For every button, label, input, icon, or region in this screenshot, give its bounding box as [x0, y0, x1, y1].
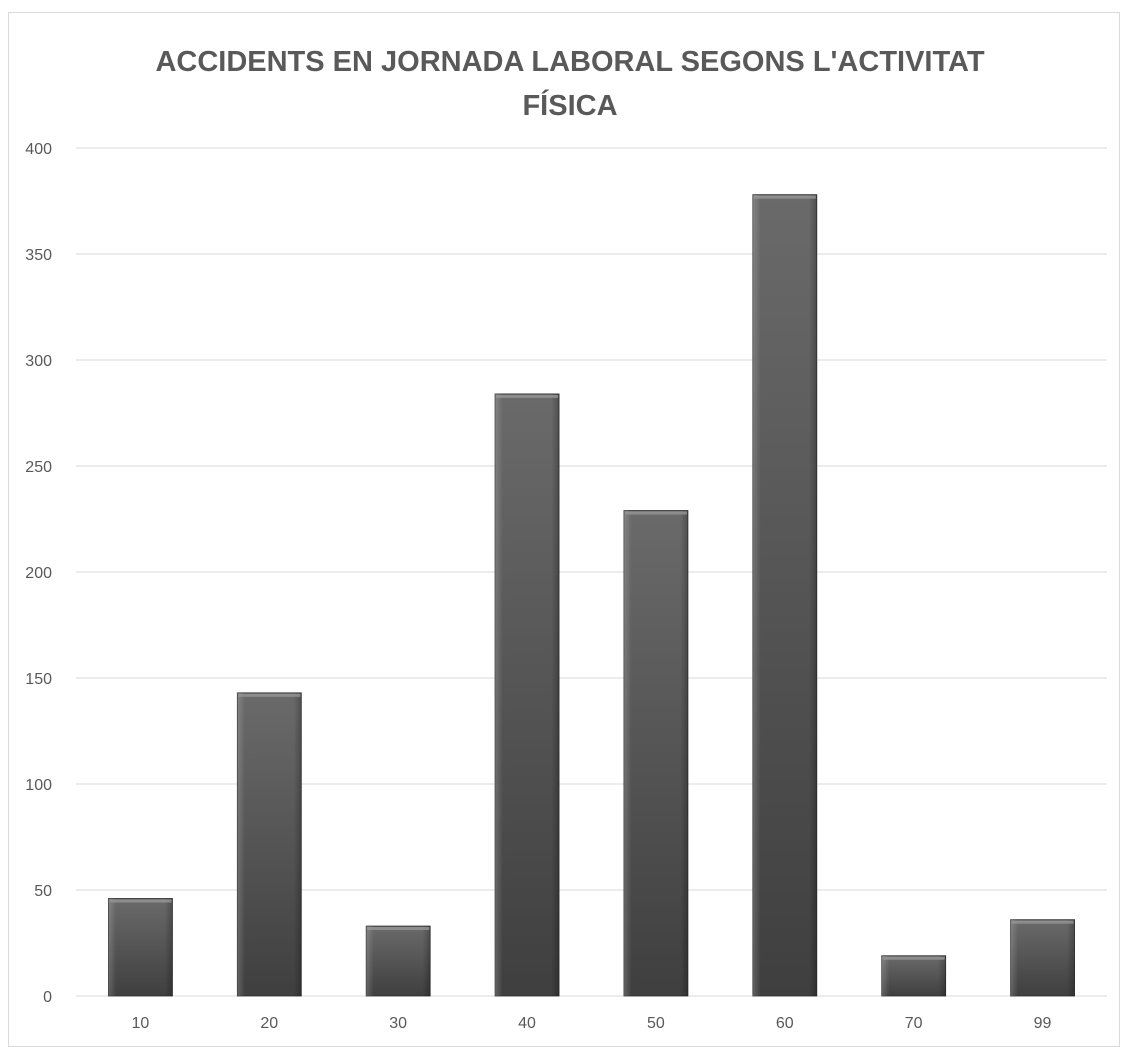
y-tick-label: 350 [25, 247, 52, 264]
y-tick-label: 0 [43, 989, 52, 1006]
bar-shading [1010, 919, 1075, 996]
bar-30 [365, 925, 431, 997]
y-tick-label: 300 [25, 353, 52, 370]
x-tick-label: 10 [132, 1015, 150, 1032]
y-tick-label: 400 [25, 141, 52, 158]
x-tick-label: 50 [647, 1015, 665, 1032]
bar-top-highlight [882, 956, 945, 960]
bar-60 [752, 194, 818, 997]
bar-40 [494, 393, 560, 997]
x-tick-label: 70 [905, 1015, 923, 1032]
bar-shading [495, 393, 560, 996]
bar-top-highlight [1011, 920, 1074, 924]
bar-shading [752, 194, 817, 996]
x-tick-label: 30 [389, 1015, 407, 1032]
y-tick-label: 200 [25, 565, 52, 582]
bar-20 [236, 692, 302, 997]
bar-top-highlight [496, 394, 559, 398]
bars [108, 194, 1075, 997]
x-tick-label: 60 [776, 1015, 794, 1032]
chart-title-line-2: FÍSICA [522, 90, 618, 122]
bar-top-highlight [753, 195, 816, 199]
x-tick-label: 99 [1034, 1015, 1052, 1032]
x-tick-label: 40 [518, 1015, 536, 1032]
bar-70 [881, 955, 947, 997]
bar-shading [237, 692, 302, 996]
grid-lines [76, 147, 1107, 997]
bar-shading [108, 898, 173, 996]
chart-title: ACCIDENTS EN JORNADA LABORAL SEGONS L'AC… [0, 40, 1121, 128]
bar-top-highlight [238, 693, 301, 697]
x-axis-tick-labels: 10 20 30 40 50 60 70 99 [132, 1015, 1052, 1032]
bar-top-highlight [624, 511, 687, 515]
bar-shading [623, 510, 688, 996]
chart-frame [8, 12, 1120, 1047]
y-tick-label: 50 [34, 883, 52, 900]
y-tick-label: 250 [25, 459, 52, 476]
bar-shading [366, 926, 431, 996]
bar-10 [108, 898, 173, 997]
bar-99 [1010, 919, 1075, 997]
bar-top-highlight [109, 899, 172, 903]
x-tick-label: 20 [260, 1015, 278, 1032]
y-axis-tick-labels: 0 50 100 150 200 250 300 350 400 [25, 141, 52, 1006]
bar-top-highlight [367, 927, 430, 931]
chart-title-line-1: ACCIDENTS EN JORNADA LABORAL SEGONS L'AC… [155, 46, 985, 78]
y-tick-label: 150 [25, 671, 52, 688]
y-tick-label: 100 [25, 777, 52, 794]
bar-50 [623, 510, 689, 997]
bar-shading [881, 955, 946, 996]
